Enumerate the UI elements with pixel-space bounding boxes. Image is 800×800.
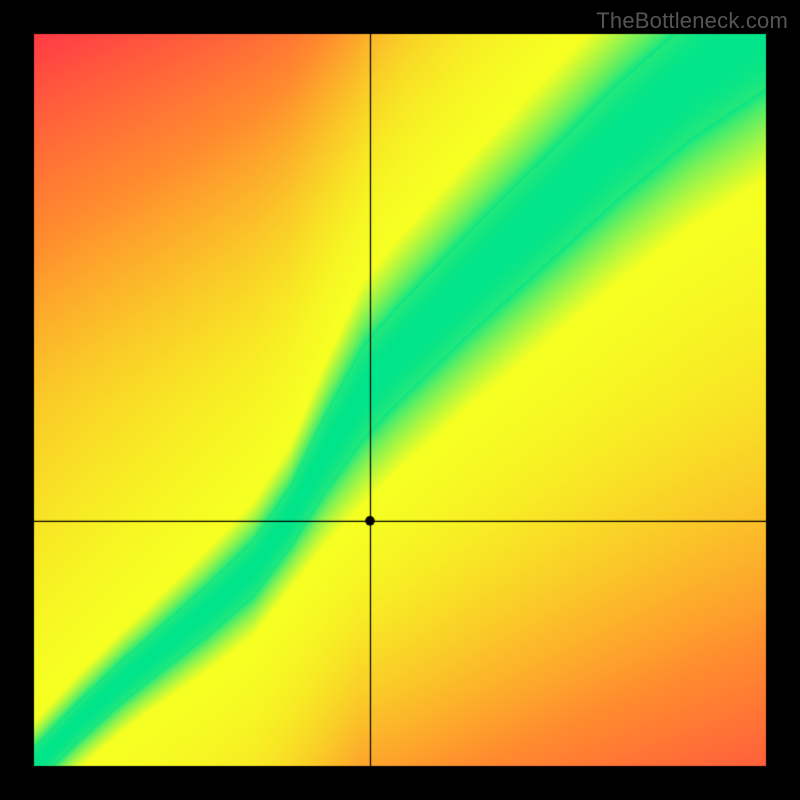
chart-root: TheBottleneck.com xyxy=(0,0,800,800)
watermark-text: TheBottleneck.com xyxy=(596,8,788,34)
bottleneck-heatmap xyxy=(0,0,800,800)
